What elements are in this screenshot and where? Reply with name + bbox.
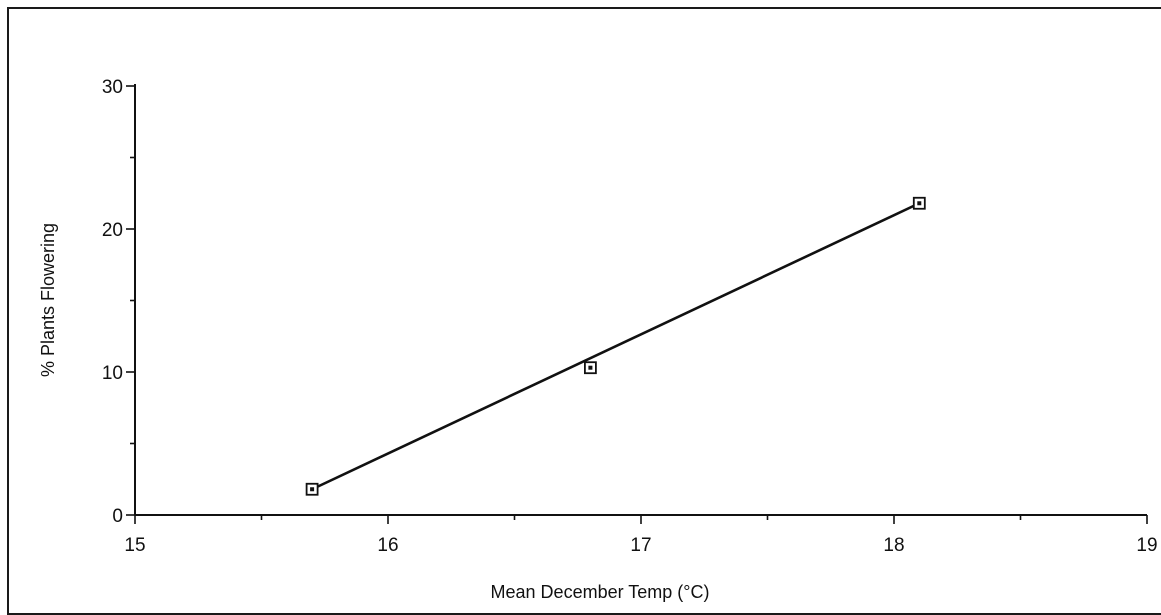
data-series [305, 196, 926, 496]
y-axis-label: % Plants Flowering [38, 223, 58, 377]
data-point [584, 361, 597, 375]
data-point-center [310, 487, 315, 492]
y-tick-label: 20 [102, 220, 123, 241]
y-tick-label: 0 [112, 506, 123, 527]
x-tick-label: 19 [1136, 535, 1157, 556]
y-axis: 0 10 20 30 [102, 77, 136, 527]
data-point-center [917, 201, 922, 206]
chart-frame [7, 7, 1161, 615]
fit-line [311, 202, 920, 491]
x-axis: 15 16 17 18 19 [124, 514, 1158, 556]
x-tick-label: 16 [377, 535, 398, 556]
data-point-center [588, 365, 593, 370]
data-point [305, 482, 319, 496]
x-tick-label: 17 [630, 535, 651, 556]
x-axis-label: Mean December Temp (°C) [491, 582, 710, 602]
x-tick-label: 15 [124, 535, 145, 556]
y-tick-label: 10 [102, 363, 123, 384]
data-point [912, 196, 926, 210]
x-tick-label: 18 [883, 535, 904, 556]
y-tick-label: 30 [102, 77, 123, 98]
